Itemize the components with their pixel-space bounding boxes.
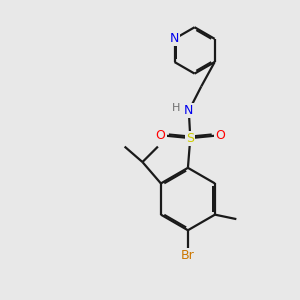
Text: N: N (170, 32, 179, 45)
Text: O: O (215, 129, 225, 142)
Text: N: N (184, 104, 194, 117)
Text: S: S (186, 132, 194, 145)
Text: Br: Br (181, 249, 195, 262)
Text: O: O (156, 129, 166, 142)
Text: H: H (172, 103, 181, 113)
